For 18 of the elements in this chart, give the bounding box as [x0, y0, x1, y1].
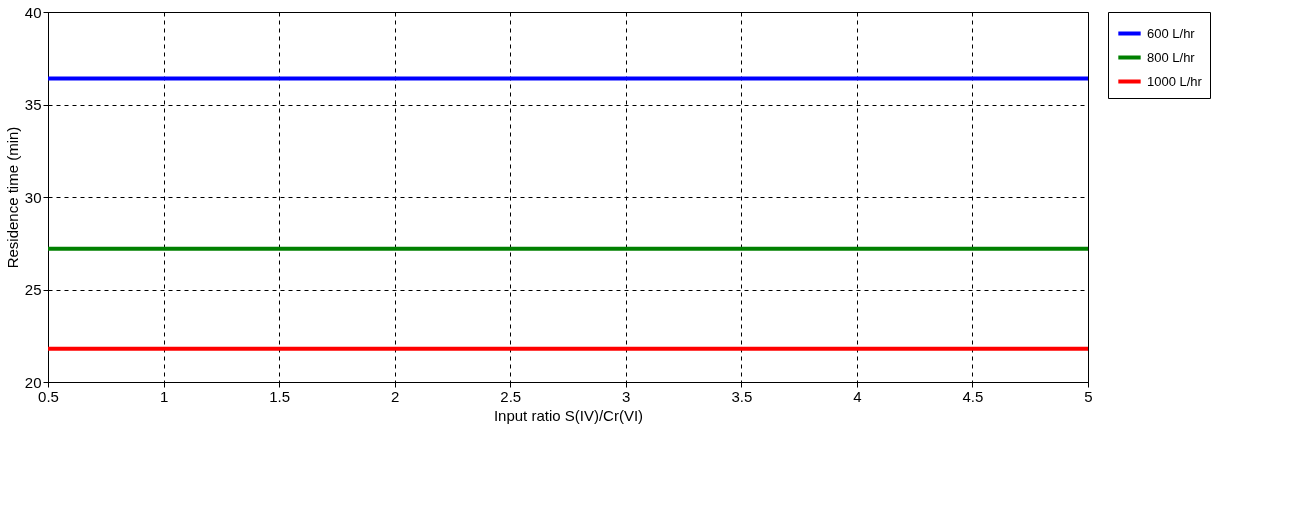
- y-tick-label: 25: [24, 281, 42, 298]
- y-tick-label: 30: [24, 188, 42, 206]
- x-axis-title: Input ratio S(IV)/Cr(VI): [493, 406, 644, 424]
- x-tick-label: 3: [622, 387, 631, 405]
- x-tick-label: 1: [159, 387, 169, 405]
- legend-label: 600 L/hr: [1147, 25, 1196, 41]
- y-axis-title: Residence time (min): [3, 126, 21, 269]
- x-tick-label: 5: [1084, 387, 1093, 405]
- legend-label: 800 L/hr: [1147, 49, 1196, 65]
- x-tick-label: 1.5: [269, 387, 291, 405]
- y-tick-label: 40: [24, 3, 42, 21]
- x-tick-label: 4: [853, 387, 862, 405]
- x-tick-label: 3.5: [731, 387, 753, 405]
- x-tick-label: 2: [390, 387, 400, 405]
- legend-label: 1000 L/hr: [1147, 73, 1203, 89]
- y-tick-label: 35: [24, 96, 42, 113]
- x-tick-label: 2.5: [500, 387, 522, 405]
- x-tick-label: 4.5: [962, 387, 984, 405]
